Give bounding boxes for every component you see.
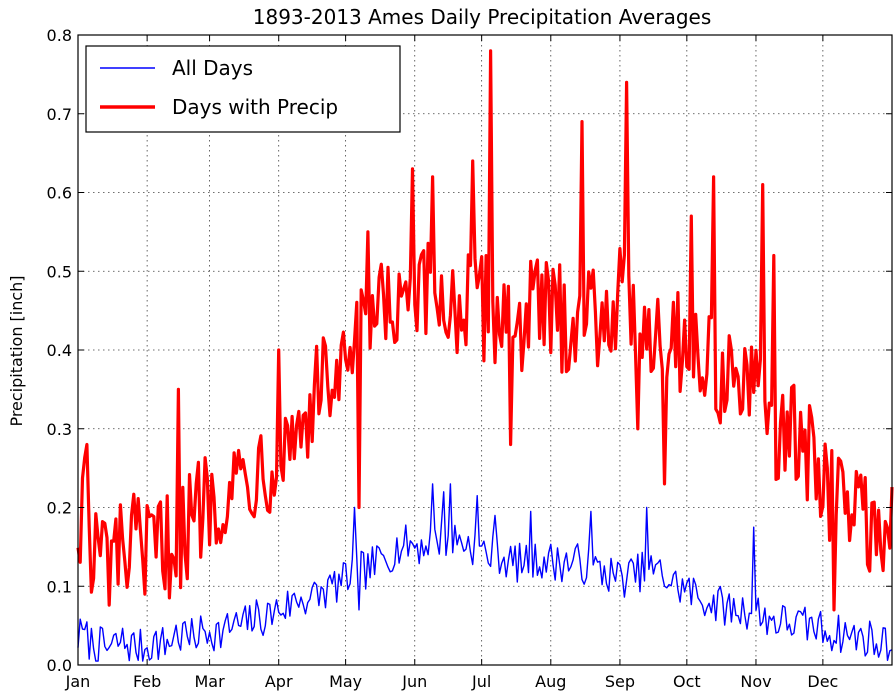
y-tick-label: 0.6 [47,184,72,203]
x-tick-label: Apr [265,672,293,691]
x-tick-label: Jun [401,672,427,691]
axis-ticks: 0.0 0.1 0.2 0.3 0.4 0.5 0.6 0.7 0.8 Jan Feb Mar Apr M… [47,26,892,691]
series-line-days-with-precip [76,49,894,612]
x-tick-label: Nov [740,672,771,691]
series-lines [76,49,894,662]
legend: All Days Days with Precip [85,45,401,133]
plot-frame [77,34,893,666]
chart-title: 1893-2013 Ames Daily Precipitation Avera… [253,5,712,29]
y-tick-label: 0.0 [47,656,72,675]
x-tick-label: Dec [807,672,838,691]
x-tick-label: Sep [605,672,635,691]
y-tick-label: 0.4 [47,341,72,360]
y-tick-label: 0.2 [47,499,72,518]
legend-label-all-days: All Days [172,56,253,80]
x-tick-label: Aug [535,672,566,691]
x-tick-label: Feb [133,672,161,691]
x-tick-label: Jul [471,672,491,691]
y-tick-label: 0.1 [47,577,72,596]
legend-box [85,45,401,133]
y-tick-label: 0.7 [47,105,72,124]
x-tick-label: Oct [673,672,701,691]
legend-label-days-with-precip: Days with Precip [172,95,338,119]
series-line-all-days [77,483,893,662]
y-axis-label: Precipitation [inch] [7,275,26,426]
y-tick-label: 0.3 [47,420,72,439]
x-tick-label: May [329,672,362,691]
x-tick-label: Jan [65,672,91,691]
y-tick-label: 0.8 [47,26,72,45]
y-tick-label: 0.5 [47,262,72,281]
x-tick-label: Mar [194,672,225,691]
